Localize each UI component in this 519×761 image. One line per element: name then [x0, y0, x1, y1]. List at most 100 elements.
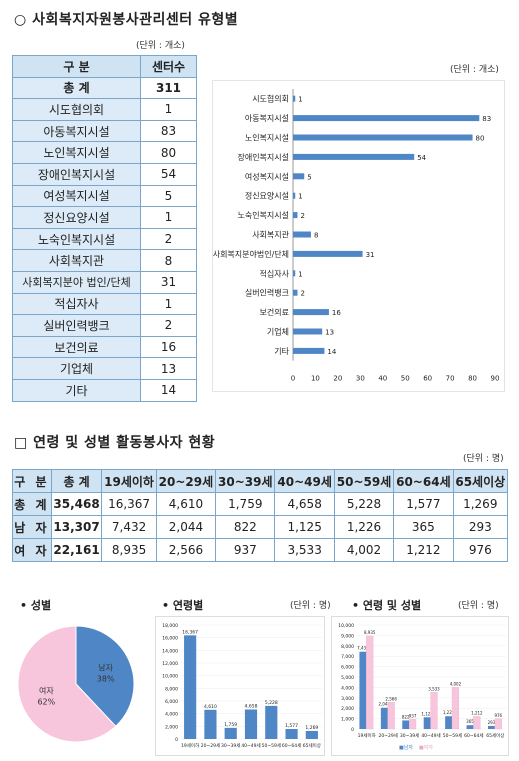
- bar: [204, 709, 217, 739]
- x-tick-label: 19세이하: [358, 732, 377, 739]
- bar: [293, 328, 323, 335]
- table-row: 사회복지분야 법인/단체 31: [12, 270, 197, 294]
- table-cell: 2,566: [155, 538, 217, 562]
- table-row: 여성복지시설 5: [12, 184, 197, 208]
- table-row: 노숙인복지시설 2: [12, 227, 197, 251]
- table-row: 여 자 22,161 8,935 2,566 937 3,533 4,002 1,212 976: [12, 538, 509, 562]
- row-label: 노숙인복지시설: [12, 227, 141, 251]
- data-label: 5: [307, 173, 311, 181]
- table-row: 실버인력뱅크 2: [12, 314, 197, 337]
- pie-slice: [17, 625, 117, 743]
- bar: [402, 720, 410, 729]
- row-label: 여성복지시설: [12, 184, 141, 208]
- pie-slice: [75, 625, 135, 727]
- agegender-chart-title: • 연령 및 성별: [352, 599, 422, 612]
- data-label: 1: [298, 193, 302, 201]
- x-tick-label: 19세이하: [181, 742, 200, 749]
- table-row: 기타 14: [12, 378, 197, 402]
- data-label: 14: [327, 348, 336, 356]
- row-value: 1: [140, 98, 197, 121]
- row-label: 기타: [12, 378, 141, 402]
- table-cell: 1,269: [452, 492, 509, 516]
- slice-label: 남자: [98, 663, 113, 672]
- row-label: 적십자사: [12, 292, 141, 316]
- row-label: 남 자: [12, 515, 52, 539]
- y-tick-label: 7,000: [341, 654, 354, 660]
- gender-chart-title: • 성별: [20, 599, 52, 612]
- y-tick-label: 2,000: [165, 724, 178, 730]
- bar: [359, 651, 367, 729]
- category-label: 실버인력뱅크: [245, 288, 289, 298]
- x-tick-label: 10: [311, 375, 320, 383]
- bar: [293, 134, 473, 141]
- data-label: 16,367: [182, 629, 198, 635]
- bar: [244, 709, 258, 739]
- table-row: 총 계 35,468 16,367 4,610 1,759 4,658 5,228 1,577…: [12, 492, 509, 516]
- x-tick-label: 70: [446, 375, 455, 383]
- bar: [430, 692, 438, 730]
- x-tick-label: 80: [468, 375, 477, 383]
- table-cell: 937: [215, 538, 276, 562]
- bar: [293, 115, 480, 122]
- table-row: 적십자사 1: [12, 292, 197, 316]
- row-label: 장애인복지시설: [12, 162, 141, 186]
- gender-pie-chart: 남자 38% 여자 62%: [17, 625, 135, 743]
- data-label: 822: [402, 714, 410, 719]
- section2-title: □ 연령 및 성별 활동봉사자 현황: [14, 435, 216, 451]
- table-cell: 822: [215, 515, 276, 539]
- bar: [408, 719, 417, 730]
- row-value: 31: [140, 270, 197, 294]
- x-tick-label: 60~64세: [282, 742, 301, 749]
- row-label: 시도협의회: [12, 98, 141, 121]
- bar: [293, 231, 311, 238]
- x-tick-label: 65세이상: [486, 732, 504, 739]
- row-value: 13: [140, 357, 197, 380]
- y-tick-label: 16,000: [162, 636, 178, 642]
- row-value: 54: [140, 162, 197, 186]
- table-cell: 13,307: [50, 515, 103, 539]
- y-tick-label: 1,000: [341, 717, 354, 723]
- data-label: 937: [409, 713, 417, 718]
- bar: [380, 707, 388, 729]
- bar: [184, 635, 197, 739]
- bar: [305, 730, 318, 739]
- column-header: 60~64세: [393, 469, 454, 493]
- x-tick-label: 40: [378, 375, 387, 383]
- row-value: 8: [140, 249, 197, 272]
- row-value: 16: [140, 335, 197, 359]
- table2-unit: (단위 : 명): [463, 454, 504, 464]
- bar: [473, 716, 481, 730]
- category-label: 기업체: [267, 327, 289, 337]
- x-tick-label: 60~64세: [464, 732, 483, 739]
- bar: [293, 270, 296, 277]
- bar: [445, 716, 452, 729]
- x-tick-label: 90: [491, 375, 500, 383]
- bar: [488, 725, 495, 729]
- bar: [293, 153, 415, 160]
- agegender-bar-chart: 0 1,000 2,000 3,000 4,000 5,000 6,000 7,000 8,00…: [331, 616, 509, 756]
- bar: [224, 727, 237, 739]
- data-label: 8,935: [364, 630, 376, 635]
- y-tick-label: 8,000: [165, 686, 178, 692]
- center-type-table: 구 분 센터수 총 계 311 시도협의회 1 아동복지시설 83 노인복지시설 80 장애…: [12, 55, 197, 402]
- data-label: 1: [298, 96, 302, 104]
- table-cell: 5,228: [333, 492, 395, 516]
- table-cell: 976: [452, 538, 509, 562]
- data-label: 365: [466, 719, 474, 724]
- column-header: 20~29세: [155, 469, 217, 493]
- table-cell: 3,533: [274, 538, 335, 562]
- x-tick-label: 40~49세: [421, 732, 440, 739]
- y-tick-label: 9,000: [341, 633, 354, 639]
- table-cell: 2,044: [155, 515, 217, 539]
- y-tick-label: 14,000: [162, 648, 178, 654]
- y-tick-label: 0: [351, 727, 354, 733]
- y-tick-label: 18,000: [162, 623, 178, 629]
- y-tick-label: 3,000: [341, 696, 354, 702]
- y-tick-label: 8,000: [341, 644, 354, 650]
- y-tick-label: 0: [175, 737, 178, 743]
- data-label: 54: [417, 154, 426, 162]
- row-value: 2: [140, 314, 197, 337]
- row-value: 2: [140, 227, 197, 251]
- age-bar-chart: 0 2,000 4,000 6,000 8,000 10,000 12,000 14,000 1…: [155, 616, 325, 756]
